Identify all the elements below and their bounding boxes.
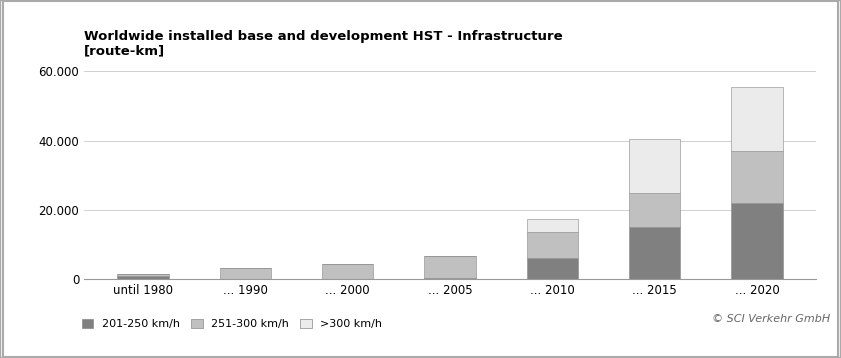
Bar: [425, 277, 475, 279]
Bar: [322, 263, 373, 279]
Legend: 201-250 km/h, 251-300 km/h, >300 km/h: 201-250 km/h, 251-300 km/h, >300 km/h: [82, 319, 383, 329]
Bar: [526, 258, 578, 279]
Bar: [425, 256, 475, 277]
Bar: [629, 227, 680, 279]
Bar: [732, 203, 782, 279]
Text: Worldwide installed base and development HST - Infrastructure
[route-km]: Worldwide installed base and development…: [84, 30, 563, 58]
Bar: [526, 219, 578, 232]
Bar: [526, 232, 578, 258]
Bar: [118, 276, 168, 279]
Bar: [220, 268, 271, 279]
Bar: [629, 139, 680, 193]
Bar: [732, 151, 782, 203]
Text: © SCI Verkehr GmbH: © SCI Verkehr GmbH: [712, 314, 830, 324]
Bar: [732, 87, 782, 151]
Bar: [629, 193, 680, 227]
Bar: [118, 274, 168, 276]
